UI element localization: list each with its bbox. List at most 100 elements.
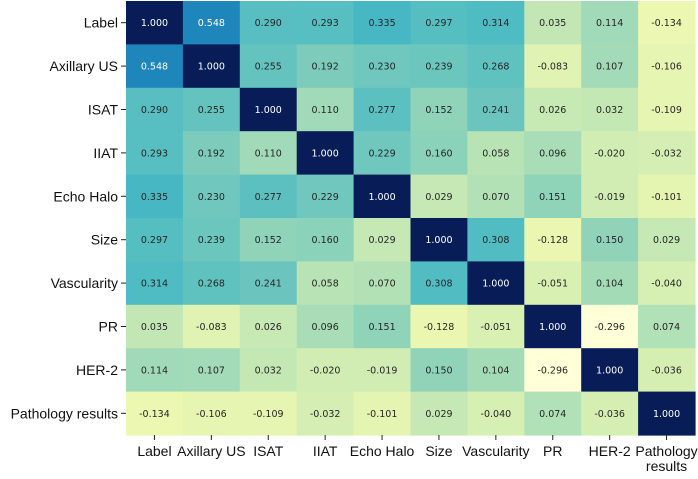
- cell-value-r2-c1: 0.255: [198, 105, 225, 116]
- heatmap-cell-r9-c2: [239, 391, 298, 436]
- cell-value-r0-c2: 0.290: [255, 18, 282, 29]
- heatmap-cell-r1-c0: [126, 44, 184, 89]
- heatmap-cell-r5-c9: [638, 218, 696, 262]
- heatmap-cell-r6-c2: [239, 261, 298, 306]
- cell-value-r2-c6: 0.241: [482, 105, 509, 116]
- heatmap-cell-r8-c2: [239, 348, 298, 393]
- cell-value-r1-c0: 0.548: [141, 62, 168, 73]
- heatmap-cell-r3-c2: [239, 131, 298, 176]
- cell-value-r9-c5: 0.029: [425, 409, 452, 420]
- cell-value-r3-c8: -0.020: [594, 148, 625, 159]
- heatmap-cell-r5-c3: [296, 218, 355, 262]
- heatmap-cell-r2-c1: [182, 87, 241, 132]
- cell-value-r6-c5: 0.308: [425, 279, 452, 290]
- cell-value-r6-c1: 0.268: [198, 279, 225, 290]
- heatmap-cell-r9-c4: [353, 391, 412, 436]
- cell-value-r7-c8: -0.296: [594, 322, 625, 333]
- heatmap-cells: [126, 1, 696, 436]
- col-label-4: Echo Halo: [350, 443, 415, 459]
- cell-value-r9-c0: -0.134: [139, 409, 170, 420]
- heatmap-cell-r3-c6: [467, 131, 525, 176]
- cell-value-r5-c0: 0.297: [141, 235, 168, 246]
- col-label-3: IIAT: [313, 443, 338, 459]
- heatmap-cell-r2-c2: [239, 87, 298, 132]
- col-label-8: HER-2: [589, 443, 631, 459]
- cell-value-r0-c5: 0.297: [425, 18, 452, 29]
- col-label-1: Axillary US: [177, 443, 245, 459]
- cell-value-r5-c9: 0.029: [653, 235, 680, 246]
- cell-value-r0-c8: 0.114: [596, 18, 623, 29]
- row-label-0: Label: [84, 15, 118, 31]
- cell-value-r9-c8: -0.036: [594, 409, 625, 420]
- cell-value-r9-c2: -0.109: [253, 409, 284, 420]
- heatmap-cell-r6-c9: [638, 261, 696, 306]
- heatmap-cell-r7-c5: [410, 304, 468, 349]
- heatmap-cell-r9-c5: [410, 391, 468, 436]
- cell-value-r4-c9: -0.101: [651, 192, 682, 203]
- cell-value-r0-c6: 0.314: [482, 18, 509, 29]
- cell-value-r3-c4: 0.229: [368, 148, 395, 159]
- heatmap-cell-r3-c1: [182, 131, 241, 176]
- cell-value-r3-c7: 0.096: [539, 148, 566, 159]
- cell-value-r7-c7: 1.000: [539, 322, 566, 333]
- heatmap-cell-r9-c0: [126, 391, 184, 436]
- cell-value-r5-c6: 0.308: [482, 235, 509, 246]
- heatmap-cell-r8-c8: [581, 348, 639, 393]
- cell-value-r6-c4: 0.070: [368, 279, 395, 290]
- cell-value-r6-c3: 0.058: [312, 279, 339, 290]
- heatmap-cell-r8-c4: [353, 348, 412, 393]
- heatmap-cell-r2-c0: [126, 87, 184, 132]
- cell-value-r3-c2: 0.110: [255, 148, 282, 159]
- heatmap-cell-r3-c0: [126, 131, 184, 176]
- heatmap-cell-r7-c7: [524, 304, 582, 349]
- heatmap-cell-r7-c4: [353, 304, 412, 349]
- col-label-9: Pathology results: [635, 443, 697, 474]
- cell-value-r1-c8: 0.107: [596, 62, 623, 73]
- cell-value-r8-c4: -0.019: [367, 365, 398, 376]
- cell-value-r8-c5: 0.150: [425, 365, 452, 376]
- cell-value-r5-c5: 1.000: [425, 235, 452, 246]
- cell-value-r6-c6: 1.000: [482, 279, 509, 290]
- heatmap-cell-r4-c6: [467, 174, 525, 219]
- cell-value-r4-c0: 0.335: [141, 192, 168, 203]
- cell-value-r5-c7: -0.128: [537, 235, 568, 246]
- heatmap-cell-r9-c7: [524, 391, 582, 436]
- heatmap-cell-r0-c5: [410, 1, 468, 45]
- heatmap-cell-r5-c6: [467, 218, 525, 262]
- heatmap-cell-r4-c1: [182, 174, 241, 219]
- cell-value-r2-c7: 0.026: [539, 105, 566, 116]
- heatmap-cell-r8-c6: [467, 348, 525, 393]
- heatmap-cell-r7-c2: [239, 304, 298, 349]
- heatmap-cell-r3-c8: [581, 131, 639, 176]
- heatmap-cell-r2-c9: [638, 87, 696, 132]
- cell-value-r2-c0: 0.290: [141, 105, 168, 116]
- row-label-3: IIAT: [93, 145, 118, 161]
- cell-value-r2-c8: 0.032: [596, 105, 623, 116]
- heatmap-cell-r7-c1: [182, 304, 241, 349]
- cell-value-r5-c2: 0.152: [255, 235, 282, 246]
- cell-value-r7-c2: 0.026: [255, 322, 282, 333]
- heatmap-cell-r4-c4: [353, 174, 412, 219]
- col-label-9-line-1: results: [646, 458, 687, 474]
- cell-value-r1-c4: 0.230: [368, 62, 395, 73]
- heatmap-cell-r4-c3: [296, 174, 355, 219]
- cell-value-r9-c1: -0.106: [196, 409, 227, 420]
- cell-value-r5-c4: 0.029: [368, 235, 395, 246]
- heatmap-cell-r6-c5: [410, 261, 468, 306]
- cell-value-r4-c5: 0.029: [425, 192, 452, 203]
- heatmap-cell-r2-c3: [296, 87, 355, 132]
- cell-value-r5-c3: 0.160: [312, 235, 339, 246]
- cell-value-r1-c1: 1.000: [198, 62, 225, 73]
- cell-value-r7-c6: -0.051: [481, 322, 512, 333]
- heatmap-cell-r1-c6: [467, 44, 525, 89]
- heatmap-cell-r5-c5: [410, 218, 468, 262]
- heatmap-cell-r1-c2: [239, 44, 298, 89]
- heatmap-cell-r6-c6: [467, 261, 525, 306]
- cell-value-r7-c1: -0.083: [196, 322, 227, 333]
- heatmap-cell-r9-c9: [638, 391, 696, 436]
- heatmap-cell-r5-c2: [239, 218, 298, 262]
- cell-value-r8-c2: 0.032: [255, 365, 282, 376]
- cell-value-r1-c2: 0.255: [255, 62, 282, 73]
- cell-value-r9-c7: 0.074: [539, 409, 566, 420]
- heatmap-cell-r2-c5: [410, 87, 468, 132]
